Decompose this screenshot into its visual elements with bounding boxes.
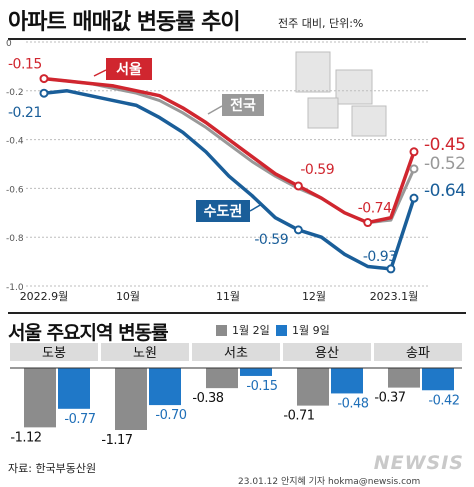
series-name-metro-box: [196, 200, 250, 222]
chart-title: 아파트 매매값 변동률 추이: [8, 10, 241, 35]
value-label-jan2: -0.71: [283, 409, 314, 424]
data-point: [409, 164, 419, 174]
callout-line: [93, 69, 107, 77]
series-name-seoul-box: [106, 58, 152, 80]
legend-swatch-blue: [276, 324, 287, 336]
value-label-jan2: -0.37: [374, 391, 405, 406]
x-tick-label: 12월: [302, 290, 326, 303]
data-label: -0.15: [8, 57, 42, 73]
bar-jan9: [331, 368, 363, 394]
y-tick-label: -0.6: [6, 185, 24, 195]
data-point: [409, 147, 419, 157]
region-header-0: [10, 343, 98, 361]
region-header-1: [101, 343, 189, 361]
section-rule: [8, 312, 466, 314]
x-tick-label: 2023.1월: [370, 290, 419, 303]
bar-jan2: [115, 368, 147, 430]
bar-chart-title: 서울 주요지역 변동률: [8, 322, 169, 344]
data-point: [293, 225, 303, 235]
value-label-jan2: -1.12: [10, 430, 41, 445]
value-label-jan9: -0.70: [155, 408, 186, 423]
region-name: 용산: [315, 346, 339, 361]
value-label-jan2: -1.17: [101, 433, 132, 448]
region-header-2: [192, 343, 280, 361]
data-label: -0.74: [358, 201, 392, 217]
legend-swatch-gray: [216, 324, 227, 336]
series-name-national-box: [222, 94, 264, 116]
x-tick-label: 11월: [216, 290, 240, 303]
y-tick-label: -0.2: [6, 88, 24, 98]
callout-line: [207, 105, 223, 115]
series-name-metro-label: 수도권: [204, 204, 243, 220]
data-label: -0.59: [300, 162, 334, 178]
data-label: -0.93: [363, 249, 397, 265]
value-label-jan2: -0.38: [192, 391, 223, 406]
legend-label-jan2: 1월 2일: [232, 324, 270, 337]
data-point: [39, 74, 49, 84]
data-label: -0.45: [424, 135, 466, 155]
data-point: [363, 218, 373, 228]
bar-jan2: [206, 368, 238, 389]
data-label: -0.21: [8, 105, 42, 121]
source-note: 자료: 한국부동산원: [8, 462, 97, 475]
y-tick-label: -1.0: [6, 283, 24, 293]
value-label-jan9: -0.15: [246, 379, 277, 394]
bar-chart: 도봉 노원 서초 용산 송파 -1.12 -0.77 -1.17 -0.70 -0.38 -0.1…: [10, 343, 462, 448]
series-line-2: [43, 89, 416, 271]
bar-jan2: [388, 368, 420, 388]
legend-item-jan2: 1월 2일: [216, 322, 270, 338]
data-point: [386, 264, 396, 274]
data-label: -0.59: [254, 232, 288, 248]
bar-jan9: [422, 368, 454, 391]
data-label: -0.64: [424, 181, 466, 201]
apartment-buildings-icon: [295, 51, 387, 137]
bar-jan9: [58, 368, 90, 409]
value-label-jan9: -0.77: [64, 412, 95, 427]
credit-note: 23.01.12 안지혜 기자 hokma@newsis.com: [238, 477, 421, 487]
series-name-seoul-label: 서울: [116, 61, 142, 78]
line-chart: 0 -0.2 -0.4 -0.6 -0.8 -1.0 2022.9월 10월 11월 12월 20…: [6, 39, 466, 303]
region-name: 도봉: [42, 346, 66, 361]
newsis-watermark: NEWSIS: [373, 452, 464, 474]
bar-jan9: [149, 368, 181, 406]
bar-jan2: [24, 368, 56, 428]
title-rule: [8, 38, 466, 40]
series-name-national-label: 전국: [230, 97, 256, 114]
region-name: 노원: [133, 346, 157, 361]
y-tick-label: -0.4: [6, 137, 24, 147]
region-header-3: [283, 343, 371, 361]
data-point: [39, 88, 49, 98]
callout-line: [249, 203, 263, 212]
x-tick-label: 2022.9월: [20, 290, 69, 303]
data-label: -0.52: [424, 154, 466, 174]
bar-jan9: [240, 368, 272, 376]
y-tick-label: -0.8: [6, 234, 24, 244]
region-name: 서초: [224, 346, 248, 361]
region-name: 송파: [406, 346, 430, 361]
y-tick-label: 0: [6, 39, 12, 49]
data-point: [293, 181, 303, 191]
value-label-jan9: -0.42: [428, 393, 459, 408]
unit-note: 전주 대비, 단위:%: [278, 17, 364, 30]
series-line-0: [43, 76, 416, 225]
value-label-jan9: -0.48: [337, 396, 368, 411]
region-header-4: [374, 343, 462, 361]
bar-jan2: [297, 368, 329, 406]
x-tick-label: 10월: [116, 290, 140, 303]
legend-label-jan9: 1월 9일: [292, 324, 330, 337]
legend-item-jan9: 1월 9일: [276, 322, 330, 338]
data-point: [409, 193, 419, 203]
